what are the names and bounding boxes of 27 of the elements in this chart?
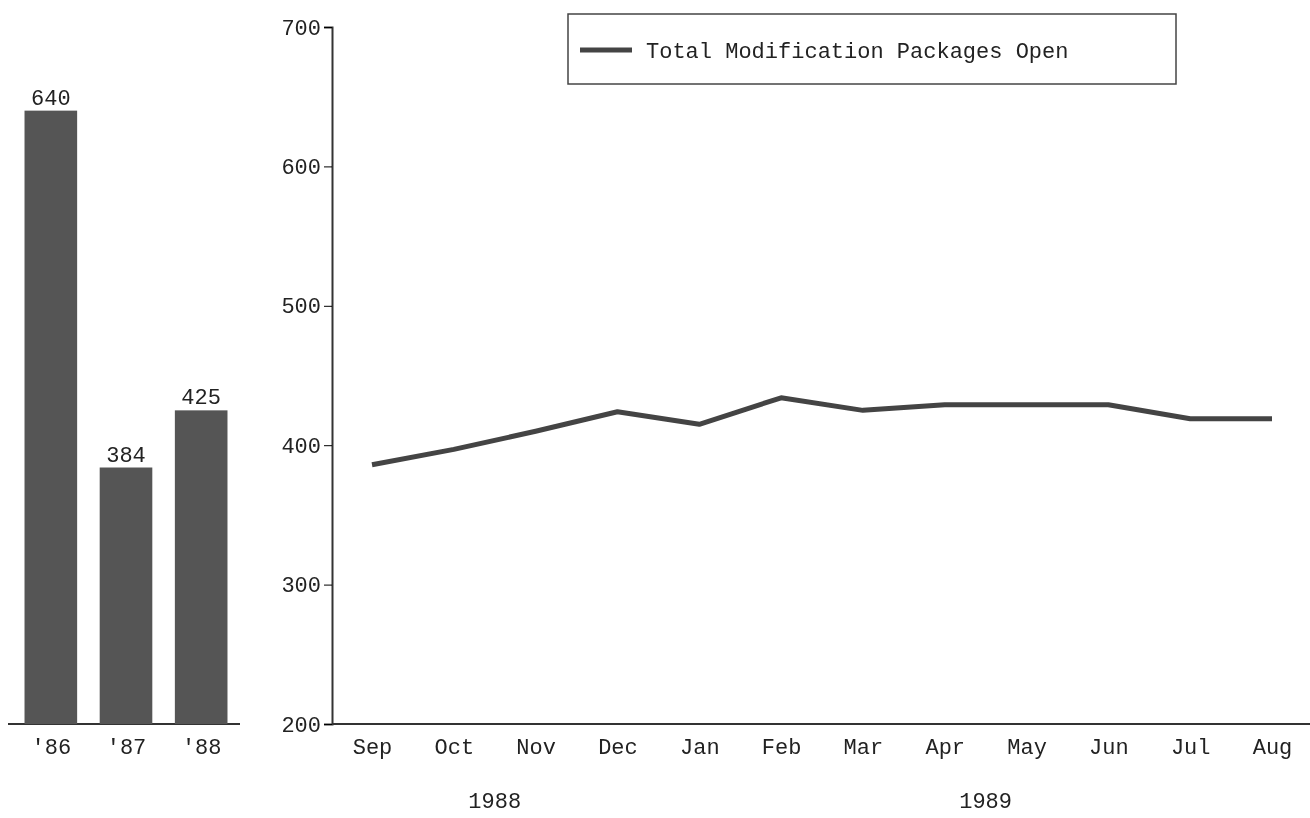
data-label: 425 (181, 386, 221, 412)
y-tick-label: 400 (281, 434, 321, 460)
x-tick-label: '88 (181, 735, 222, 761)
x-tick-label: Jun (1089, 735, 1129, 761)
y-tick-label: 600 (281, 155, 321, 181)
data-label: 640 (31, 86, 71, 112)
data-label: 384 (106, 443, 146, 469)
x-tick-label: Sep (352, 735, 393, 761)
text: 1989 (959, 790, 1013, 815)
x-tick-label: Nov (516, 735, 556, 761)
x-tick-label: Jul (1170, 735, 1211, 761)
text: 1988 (468, 790, 522, 815)
legend-label: Total Modification Packages Open (646, 40, 1069, 65)
x-tick-label: May (1007, 735, 1047, 761)
y-tick-label: 500 (281, 295, 321, 321)
x-tick-label: Aug (1252, 735, 1293, 761)
x-tick-label: '87 (106, 735, 147, 761)
y-tick-label: 700 (281, 16, 321, 42)
x-tick-label: Oct (434, 735, 475, 761)
x-tick-label: Apr (925, 735, 966, 761)
x-tick-label: Mar (843, 735, 884, 761)
x-tick-label: Feb (761, 735, 802, 761)
x-tick-label: Dec (598, 735, 638, 761)
x-tick-label: '86 (31, 735, 72, 761)
y-tick-label: 300 (281, 574, 321, 600)
y-tick-label: 200 (281, 713, 321, 739)
x-tick-label: Jan (679, 735, 720, 761)
